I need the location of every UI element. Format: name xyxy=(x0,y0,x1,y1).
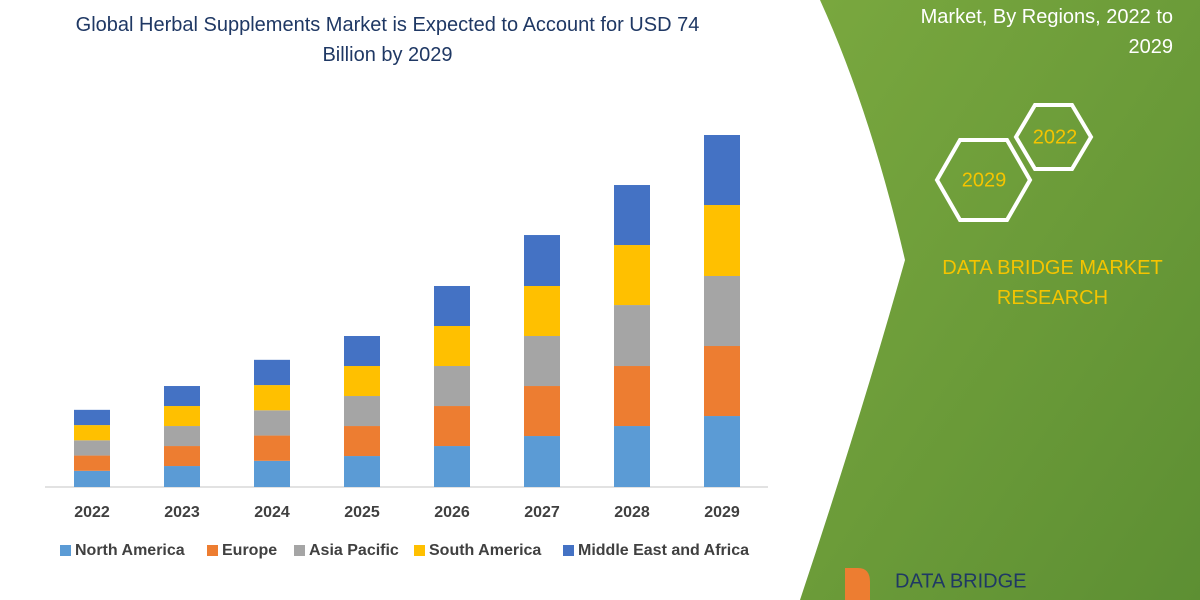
bar-segment xyxy=(524,386,560,437)
legend-swatch xyxy=(60,545,71,556)
bar-segment xyxy=(74,455,110,471)
bar-segment xyxy=(614,366,650,427)
bar-segment xyxy=(704,346,740,417)
bar-segment xyxy=(254,460,290,487)
bar-segment xyxy=(344,336,380,367)
x-tick-label: 2026 xyxy=(434,504,470,521)
bar-segment xyxy=(614,245,650,306)
legend-swatch xyxy=(563,545,574,556)
x-tick-label: 2022 xyxy=(74,504,110,521)
bar-segment xyxy=(164,426,200,447)
bar-segment xyxy=(254,385,290,411)
legend-swatch xyxy=(207,545,218,556)
bar-segment xyxy=(614,305,650,367)
x-tick-label: 2029 xyxy=(704,504,740,521)
bar-segment xyxy=(254,410,290,436)
x-tick-label: 2024 xyxy=(254,504,290,521)
bar-segment xyxy=(344,426,380,457)
bar-segment xyxy=(74,409,110,426)
x-tick-label: 2023 xyxy=(164,504,200,521)
bar-segment xyxy=(164,406,200,427)
bar-segment xyxy=(524,235,560,286)
bar-segment xyxy=(74,425,110,441)
bar-segment xyxy=(614,426,650,487)
bar-segment xyxy=(74,470,110,487)
legend-swatch xyxy=(294,545,305,556)
legend-label: Europe xyxy=(222,542,277,559)
hexagon xyxy=(934,138,1033,222)
bar-segment xyxy=(434,406,470,447)
bar-segment xyxy=(164,446,200,467)
logo-mark xyxy=(845,568,870,600)
bar-segment xyxy=(704,205,740,276)
bar-segment xyxy=(74,440,110,456)
hexagon xyxy=(1013,103,1094,171)
bar-segment xyxy=(164,466,200,487)
bar-segment xyxy=(344,456,380,487)
bar-segment xyxy=(434,326,470,367)
bar-segment xyxy=(344,366,380,397)
bar-segment xyxy=(434,285,470,327)
legend-label: North America xyxy=(75,542,185,559)
legend-swatch xyxy=(414,545,425,556)
side-panel xyxy=(800,0,1200,600)
logo-text: DATA BRIDGE xyxy=(895,570,1027,592)
bar-segment xyxy=(704,275,740,347)
legend-label: South America xyxy=(429,542,541,559)
x-tick-label: 2028 xyxy=(614,504,650,521)
brand-text: DATA BRIDGE MARKET RESEARCH xyxy=(942,257,1163,309)
bar-segment xyxy=(254,435,290,461)
x-tick-label: 2025 xyxy=(344,504,380,521)
bar-segment xyxy=(524,436,560,487)
bar-segment xyxy=(254,359,290,386)
badge: 2022 xyxy=(1033,126,1078,148)
chart-title: Global Herbal Supplements Market is Expe… xyxy=(75,14,700,66)
x-tick-label: 2027 xyxy=(524,504,560,521)
legend-label: Asia Pacific xyxy=(309,542,399,559)
bar-segment xyxy=(434,366,470,407)
bar-segment xyxy=(704,135,740,206)
bar-segment xyxy=(434,446,470,487)
chart-subtitle: Market, By Regions, 2022 to 2029 xyxy=(920,6,1173,58)
bar-segment xyxy=(344,396,380,427)
bar-segment xyxy=(524,336,560,387)
bar-segment xyxy=(704,416,740,487)
bar-segment xyxy=(614,185,650,246)
bar-segment xyxy=(524,285,560,337)
bar-segment xyxy=(164,386,200,407)
legend-label: Middle East and Africa xyxy=(578,542,749,559)
badge: 2029 xyxy=(962,169,1007,191)
